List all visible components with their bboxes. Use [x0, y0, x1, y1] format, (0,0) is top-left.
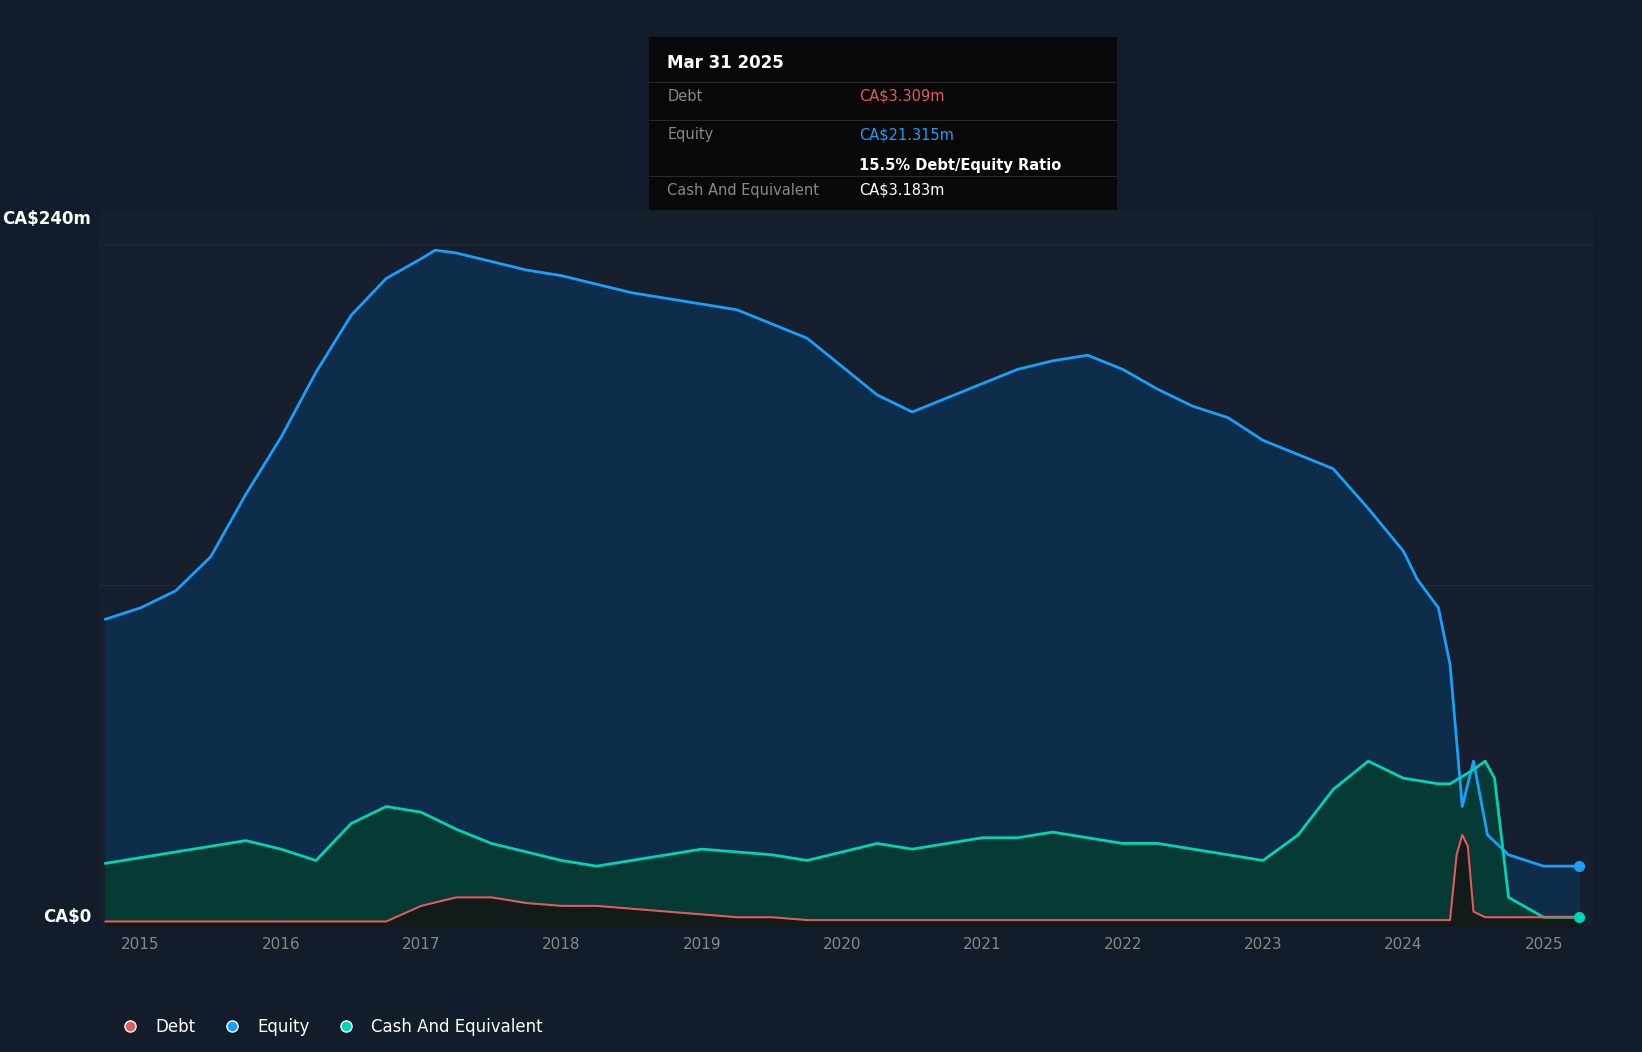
Text: Cash And Equivalent: Cash And Equivalent: [667, 183, 819, 198]
Text: CA$3.183m: CA$3.183m: [859, 183, 944, 198]
Text: Debt: Debt: [667, 89, 703, 104]
Text: Equity: Equity: [667, 127, 714, 142]
Text: 15.5% Debt/Equity Ratio: 15.5% Debt/Equity Ratio: [859, 159, 1061, 174]
Text: CA$3.309m: CA$3.309m: [859, 89, 944, 104]
Text: CA$21.315m: CA$21.315m: [859, 127, 954, 142]
Legend: Debt, Equity, Cash And Equivalent: Debt, Equity, Cash And Equivalent: [107, 1011, 550, 1043]
Text: CA$240m: CA$240m: [2, 210, 90, 228]
Text: Mar 31 2025: Mar 31 2025: [667, 54, 785, 73]
Text: CA$0: CA$0: [43, 908, 90, 926]
